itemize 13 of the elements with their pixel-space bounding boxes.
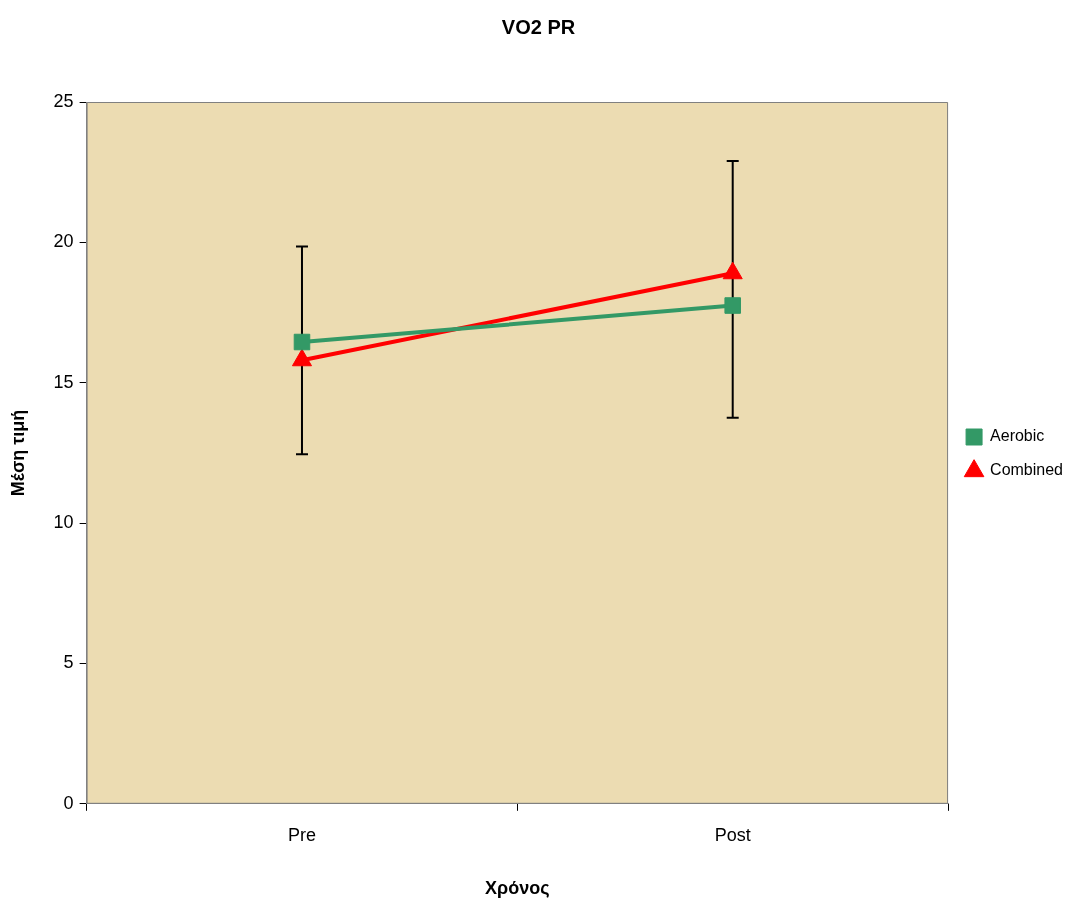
y-tick-label: 25 — [53, 90, 74, 111]
x-tick-label: Pre — [287, 824, 316, 845]
y-tick-label: 5 — [63, 652, 74, 673]
x-axis-title: Χρόνος — [485, 878, 550, 899]
legend-label: Combined — [990, 461, 1064, 479]
y-tick-label: 0 — [63, 792, 74, 813]
y-tick-label: 20 — [53, 231, 74, 252]
y-tick-label: 10 — [53, 512, 74, 533]
legend-label: Aerobic — [990, 427, 1045, 445]
x-tick-label: Post — [714, 824, 751, 845]
chart-title: VO2 PR — [501, 15, 576, 38]
y-axis-title: Μέση τιμή — [7, 409, 28, 497]
y-tick-label: 15 — [53, 371, 74, 392]
